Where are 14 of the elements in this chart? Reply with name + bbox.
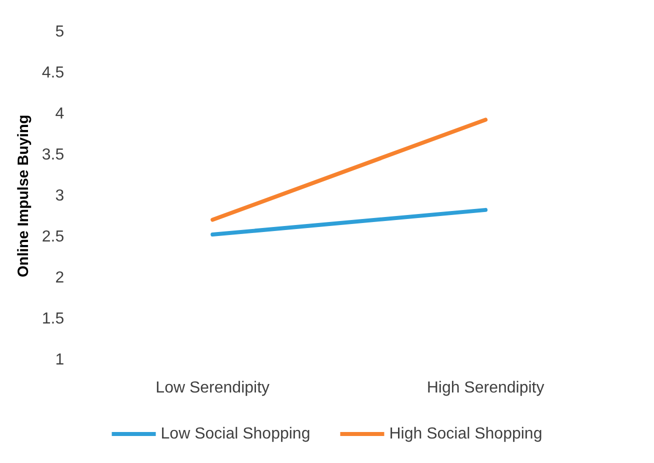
y-tick-label: 2.5 [42,228,64,246]
legend-label: Low Social Shopping [160,426,310,442]
y-tick-label: 1.5 [42,310,64,328]
y-tick-label: 1 [55,352,64,368]
y-tick-label: 5 [55,24,64,40]
y-tick-label: 3 [55,188,64,204]
y-tick-label: 3.5 [42,146,64,164]
legend-label: High Social Shopping [389,426,542,442]
y-tick-label: 4 [55,106,64,122]
y-axis-title: Online Impulse Buying [15,114,32,278]
x-tick-label: High Serendipity [426,380,544,396]
x-tick-label: Low Serendipity [156,380,270,396]
y-tick-label: 4.5 [42,64,64,82]
y-tick-label: 2 [55,270,64,286]
